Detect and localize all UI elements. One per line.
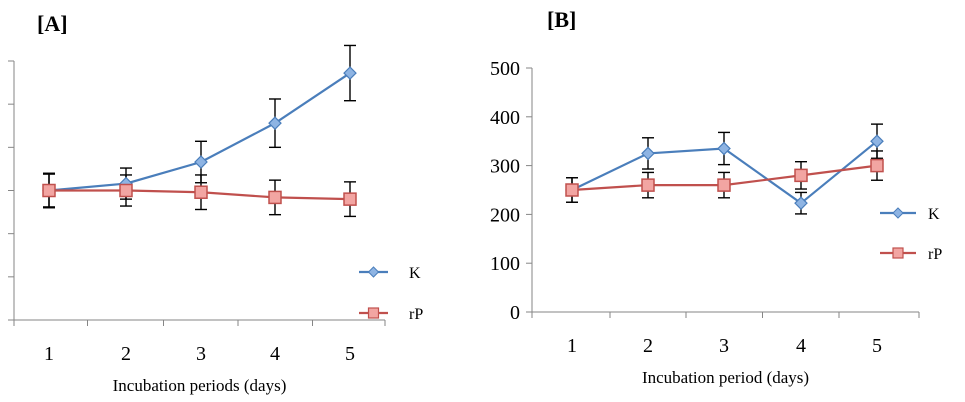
- chart-a-legend-rp-swatch-marker: [367, 307, 380, 319]
- chart-b-series-rp-point: [794, 168, 808, 183]
- chart-b-legend-k-label: K: [928, 206, 940, 223]
- chart-b-y-tick-label: 0: [510, 302, 520, 324]
- chart-a-series-rp-point: [343, 192, 357, 206]
- chart-b-y-tick-label: 100: [490, 253, 520, 275]
- chart-b-series-k-point: [717, 141, 731, 156]
- chart-b-y-tick-label: 300: [490, 156, 520, 178]
- chart-b-legend-rp-label: rP: [928, 246, 942, 263]
- chart-b-legend-rp-swatch-marker: [892, 247, 904, 259]
- chart-b-x-tick-label: 2: [643, 335, 653, 357]
- chart-b-x-tick-label: 5: [872, 335, 882, 357]
- chart-a-series-k-line: [48, 72, 351, 192]
- chart-b-series-k-point: [641, 146, 655, 161]
- chart-b-x-tick-label: 4: [796, 335, 806, 357]
- chart-b-series-rp-point: [641, 178, 655, 192]
- chart-a-series-k-point: [268, 116, 282, 131]
- chart-b-series-rp-point: [870, 158, 884, 173]
- chart-a-x-tick-label: 2: [121, 343, 131, 365]
- chart-a-legend-k-label: K: [409, 265, 421, 282]
- chart-a-series-k-point: [343, 66, 357, 80]
- chart-b-panel-label: [B]: [547, 7, 576, 32]
- chart-a-series-rp-point: [42, 183, 56, 198]
- chart-a-series-rp-point: [119, 183, 133, 198]
- chart-a-x-tick-label: 5: [345, 343, 355, 365]
- chart-a-series-rp-point: [268, 190, 282, 205]
- chart-b-series-rp-point: [565, 183, 579, 197]
- chart-b-series-k-point: [870, 134, 884, 149]
- chart-b-x-tick-label: 1: [567, 335, 577, 357]
- chart-b-y-tick-label: 500: [490, 58, 520, 80]
- chart-a-series-k-point: [194, 155, 208, 169]
- chart-a-legend-rp-label: rP: [409, 306, 423, 323]
- chart-b-series-k-point: [794, 196, 808, 211]
- chart-b-x-axis-title: Incubation period (days): [642, 368, 809, 387]
- chart-a-legend-k-swatch-marker: [367, 266, 380, 278]
- chart-b-y-tick-label: 400: [490, 107, 520, 129]
- chart-a-x-tick-label: 4: [270, 343, 280, 365]
- chart-a-x-tick-label: 3: [196, 343, 206, 365]
- chart-b-series-rp-point: [717, 178, 731, 192]
- chart-a-x-tick-label: 1: [44, 343, 54, 365]
- chart-b-x-tick-label: 3: [719, 335, 729, 357]
- chart-b-legend-k-swatch-marker: [892, 207, 904, 219]
- chart-a-x-axis-title: Incubation periods (days): [113, 376, 287, 395]
- chart-b-y-tick-label: 200: [490, 204, 520, 226]
- chart-a-series-rp-point: [194, 185, 208, 199]
- chart-a-panel-label: [A]: [37, 11, 68, 36]
